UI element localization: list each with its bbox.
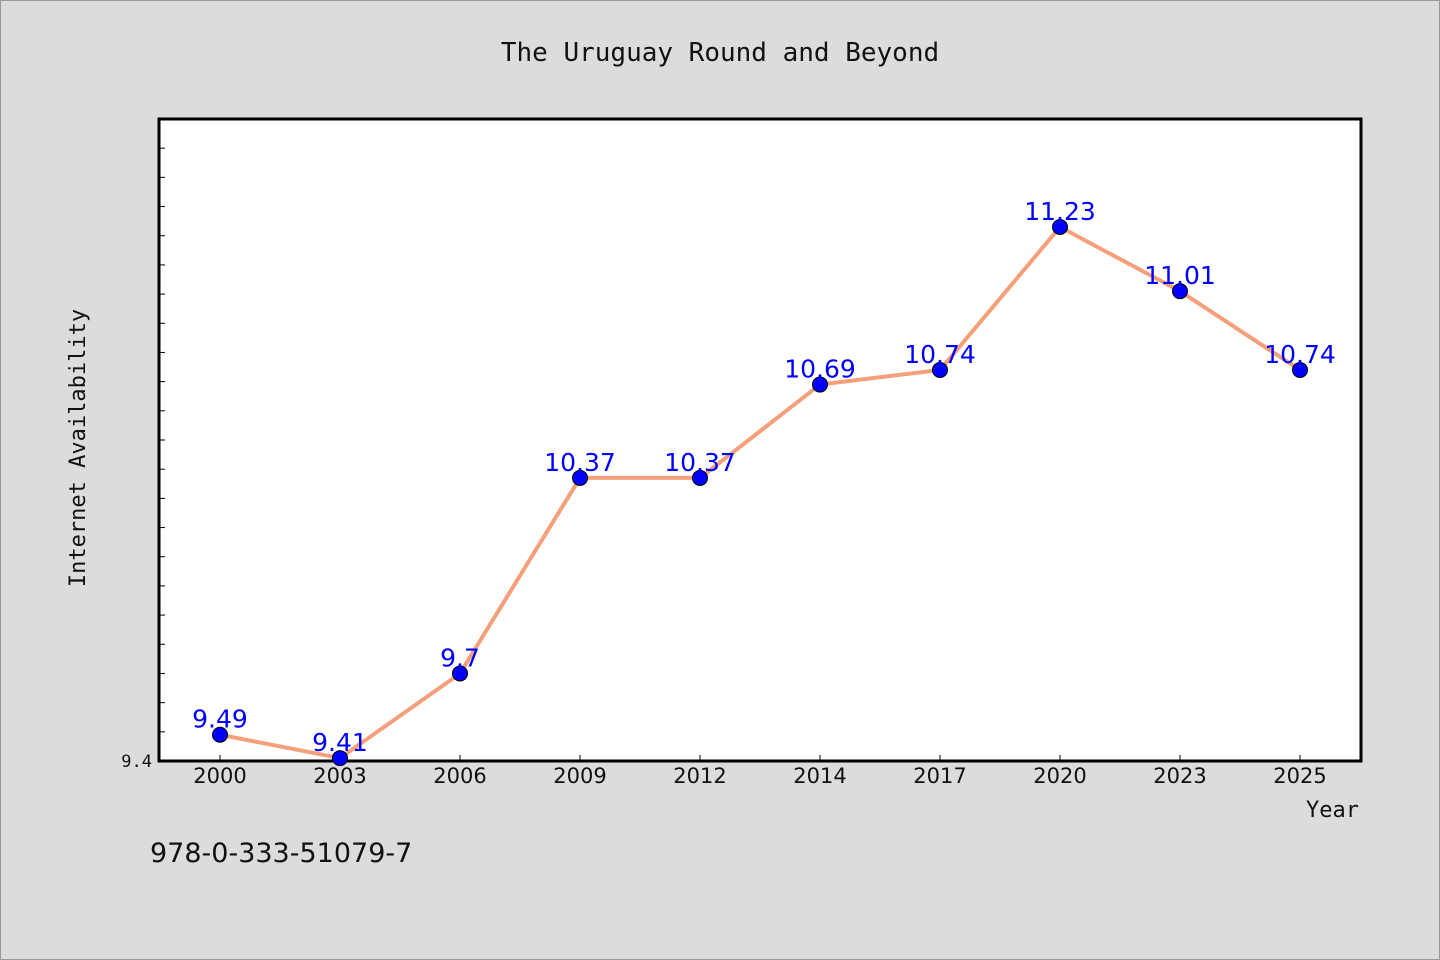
data-label: 10.69 [784, 355, 856, 384]
data-label: 10.74 [1264, 340, 1336, 369]
series-line [219, 224, 1302, 761]
x-tick-label: 2006 [433, 764, 486, 788]
data-label: 9.49 [192, 705, 248, 734]
data-point [1172, 283, 1188, 300]
x-tick-label: 2017 [913, 764, 966, 788]
data-label: 10.37 [544, 448, 616, 477]
data-label: 11.01 [1144, 261, 1216, 290]
x-tick-label: 2003 [313, 764, 366, 788]
data-point [932, 361, 948, 378]
data-point [572, 469, 588, 486]
series-layer [212, 218, 1308, 767]
y-tick-label: 9.4 [121, 752, 152, 772]
x-axis-label: Year [1306, 798, 1359, 823]
y-axis-label: Internet Availability [66, 309, 91, 587]
data-label: 10.37 [664, 448, 736, 477]
x-tick-label: 2000 [193, 764, 246, 788]
data-label: 11.23 [1024, 197, 1096, 226]
plot-area [157, 117, 1363, 763]
data-point [812, 376, 828, 393]
data-label: 9.7 [440, 643, 480, 672]
data-point [452, 665, 468, 682]
data-point [332, 750, 348, 767]
x-tick-label: 2023 [1153, 764, 1206, 788]
x-tick-label: 2025 [1273, 764, 1326, 788]
data-point [1052, 218, 1068, 235]
x-tick-label: 2020 [1033, 764, 1086, 788]
y-axis-ticks: 9.4 [121, 147, 165, 772]
isbn-text: 978-0-333-51079-7 [150, 838, 412, 869]
chart-title: The Uruguay Round and Beyond [501, 38, 939, 68]
data-point [212, 726, 228, 743]
data-label: 9.41 [312, 728, 368, 757]
data-point [692, 469, 708, 486]
data-point [1292, 361, 1308, 378]
x-tick-label: 2009 [553, 764, 606, 788]
x-tick-label: 2014 [793, 764, 846, 788]
data-label: 10.74 [904, 340, 976, 369]
x-axis-ticks: 2000 2003 2006 2009 2012 2014 2017 2020 2023 2025 [193, 755, 1327, 788]
data-labels: 9.49 9.41 9.7 10.37 10.37 10.69 10.74 11.23 11.0… [192, 197, 1336, 757]
x-tick-label: 2012 [673, 764, 726, 788]
